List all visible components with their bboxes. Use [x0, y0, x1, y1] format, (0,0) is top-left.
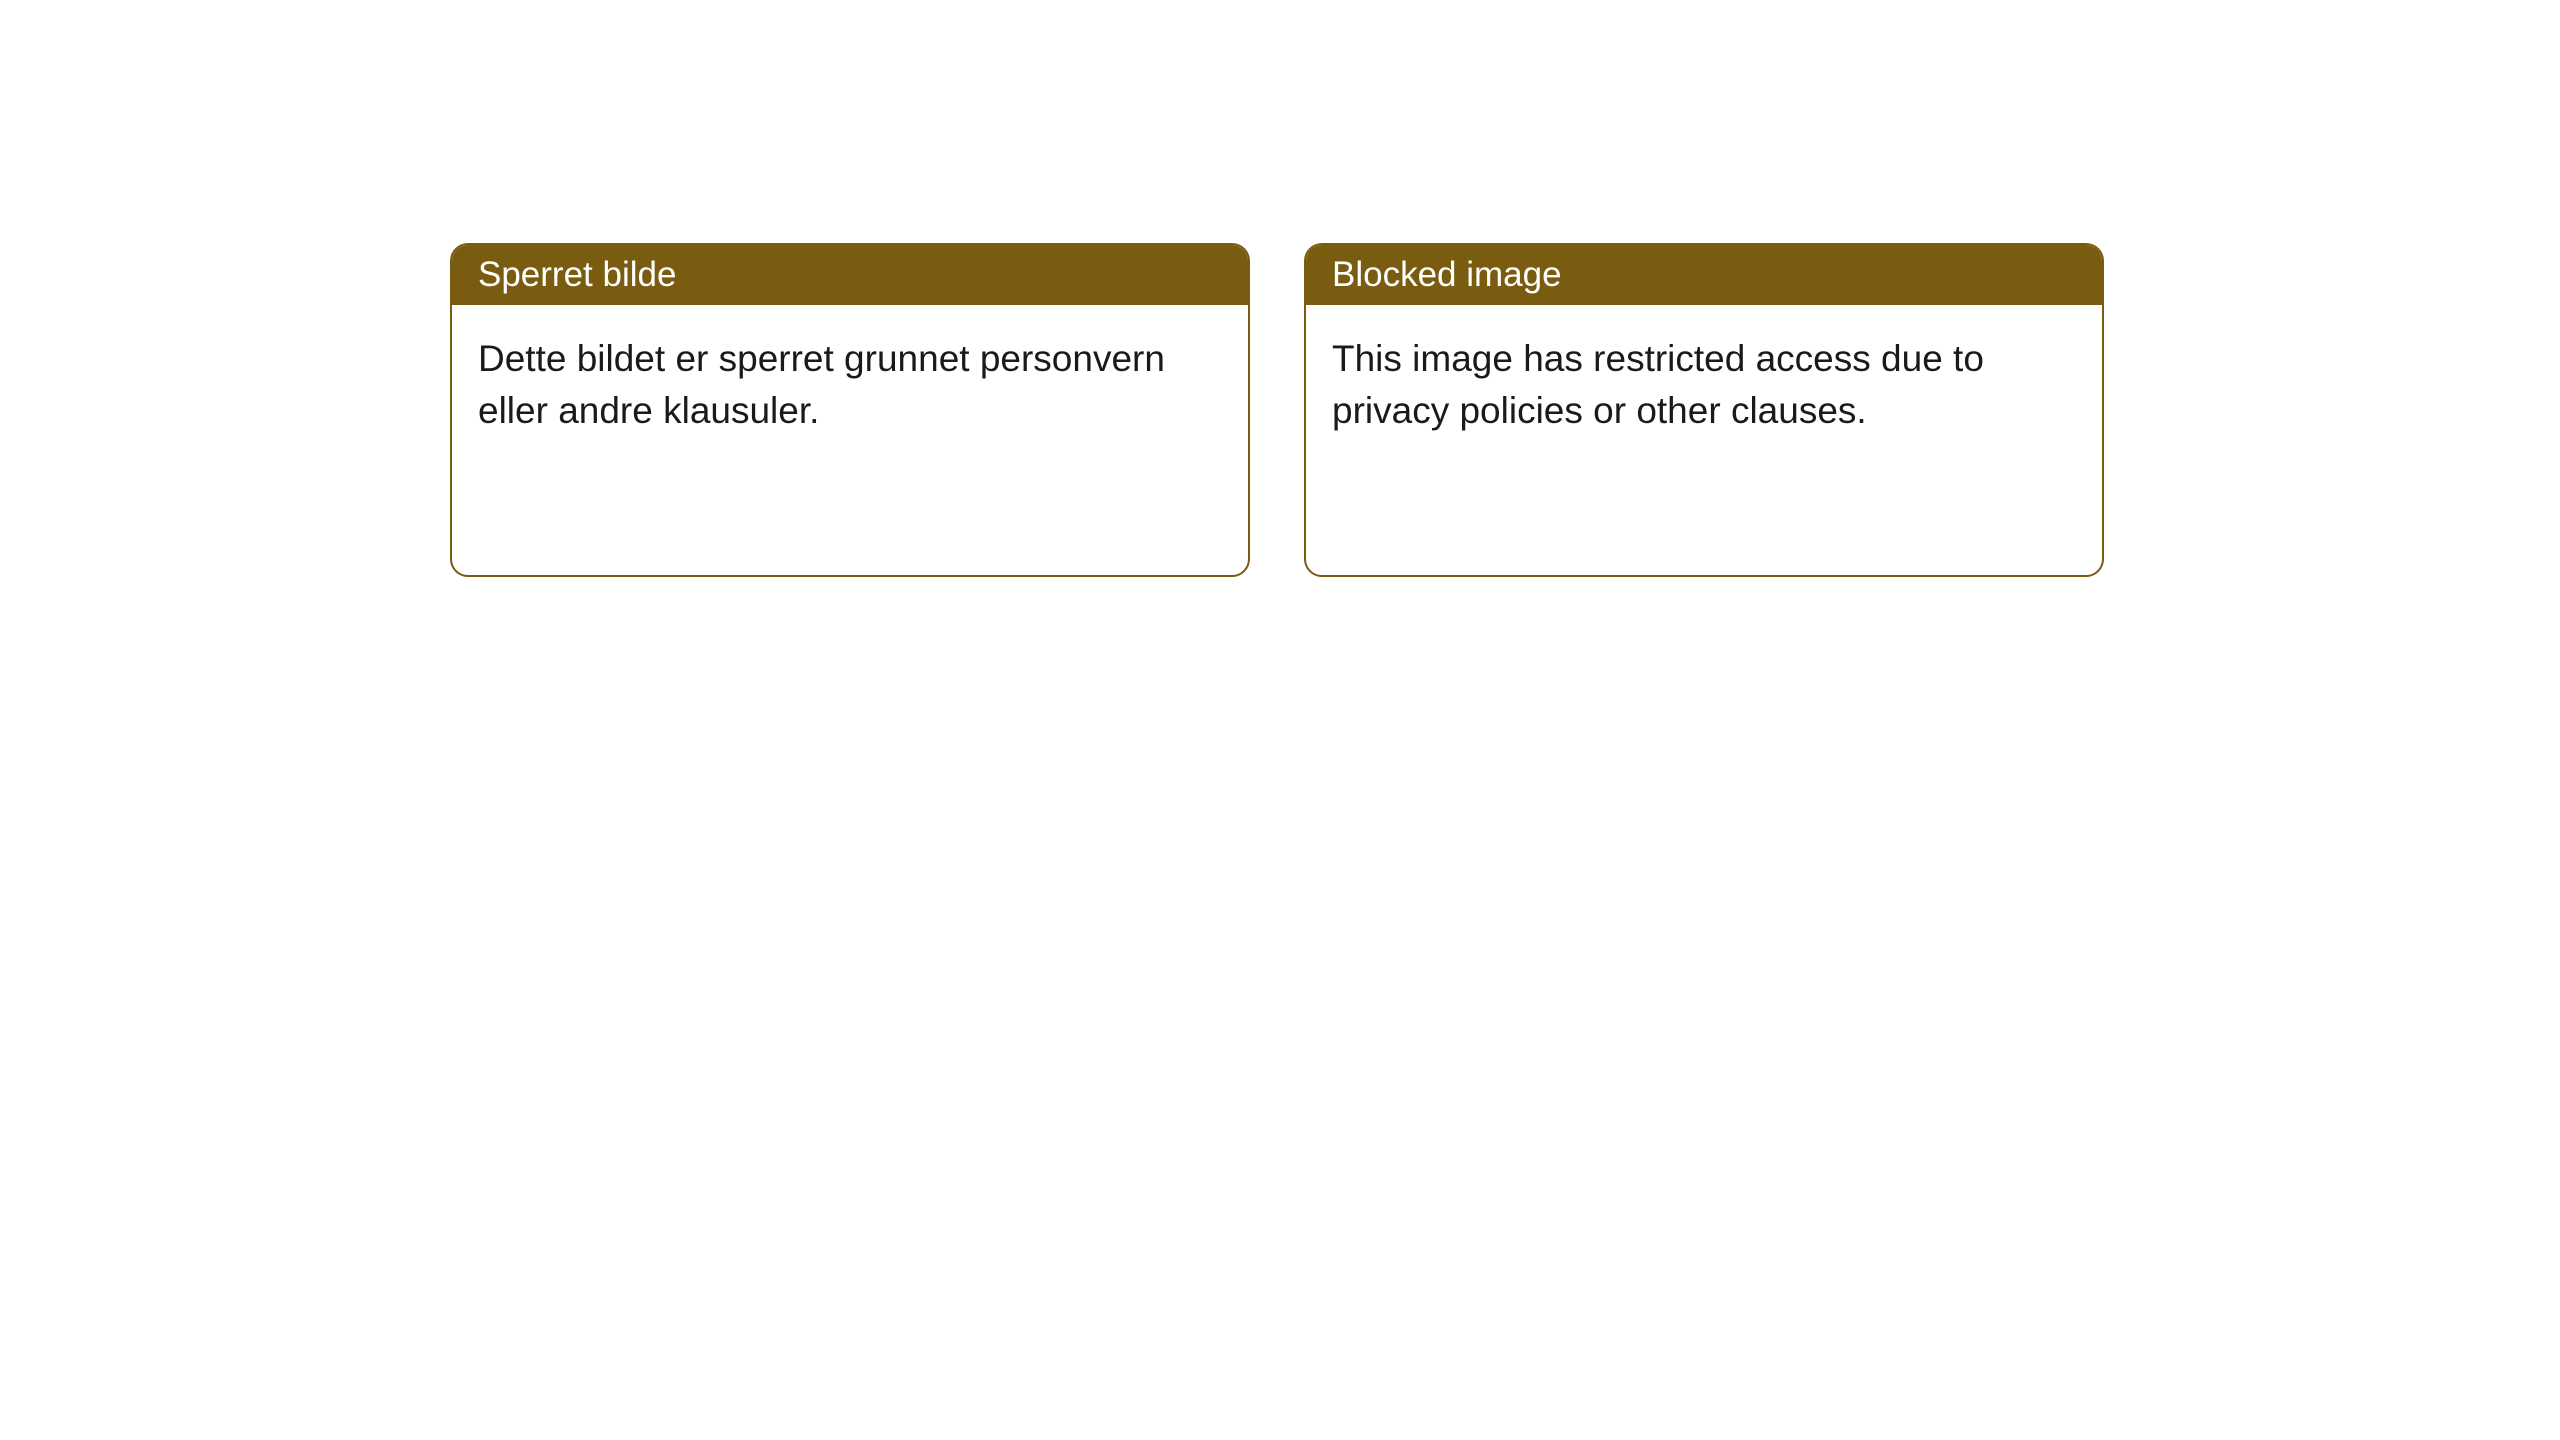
card-body-text: This image has restricted access due to … [1332, 338, 1984, 431]
notice-card-english: Blocked image This image has restricted … [1304, 243, 2104, 577]
card-header: Sperret bilde [452, 245, 1248, 305]
card-body: Dette bildet er sperret grunnet personve… [452, 305, 1248, 575]
card-body-text: Dette bildet er sperret grunnet personve… [478, 338, 1165, 431]
card-title: Blocked image [1332, 255, 1562, 294]
notice-card-norwegian: Sperret bilde Dette bildet er sperret gr… [450, 243, 1250, 577]
card-title: Sperret bilde [478, 255, 676, 294]
card-body: This image has restricted access due to … [1306, 305, 2102, 575]
card-header: Blocked image [1306, 245, 2102, 305]
notice-cards-container: Sperret bilde Dette bildet er sperret gr… [450, 243, 2104, 577]
